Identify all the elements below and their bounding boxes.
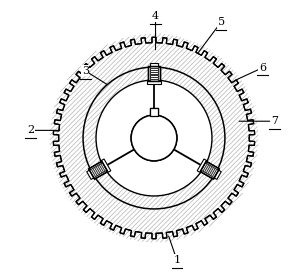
- Polygon shape: [206, 162, 218, 170]
- Text: 7: 7: [271, 116, 278, 126]
- Text: 4: 4: [152, 11, 159, 21]
- Polygon shape: [148, 67, 150, 80]
- Text: 6: 6: [259, 63, 266, 73]
- Polygon shape: [200, 161, 219, 179]
- Polygon shape: [89, 161, 108, 179]
- Text: 1: 1: [173, 255, 180, 265]
- Polygon shape: [214, 170, 221, 179]
- Polygon shape: [95, 171, 107, 179]
- Polygon shape: [87, 170, 94, 179]
- Polygon shape: [197, 159, 207, 172]
- Text: 2: 2: [27, 125, 34, 135]
- Polygon shape: [150, 108, 158, 116]
- Polygon shape: [150, 108, 158, 116]
- Polygon shape: [53, 37, 255, 239]
- Polygon shape: [158, 67, 160, 80]
- Text: 3: 3: [82, 66, 89, 76]
- Circle shape: [96, 80, 212, 196]
- Polygon shape: [201, 171, 213, 179]
- Text: 5: 5: [217, 17, 225, 27]
- Circle shape: [131, 115, 177, 161]
- Polygon shape: [150, 63, 158, 66]
- Polygon shape: [101, 159, 111, 172]
- Circle shape: [83, 67, 225, 209]
- Circle shape: [131, 115, 177, 161]
- Polygon shape: [148, 66, 160, 81]
- Polygon shape: [147, 81, 161, 84]
- Polygon shape: [90, 162, 102, 170]
